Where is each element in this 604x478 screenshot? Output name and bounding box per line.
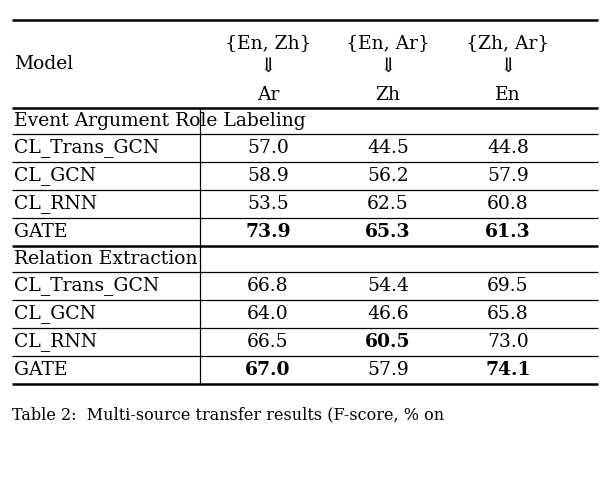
Text: 61.3: 61.3 <box>485 223 531 241</box>
Text: CL_RNN: CL_RNN <box>14 195 97 214</box>
Text: 44.8: 44.8 <box>487 139 529 157</box>
Text: CL_RNN: CL_RNN <box>14 333 97 351</box>
Text: 57.9: 57.9 <box>367 361 409 379</box>
Text: 46.6: 46.6 <box>367 305 409 323</box>
Text: ⇓: ⇓ <box>260 56 277 76</box>
Text: Table 2:  Multi-source transfer results (F-score, % on: Table 2: Multi-source transfer results (… <box>12 406 444 423</box>
Text: {En, Zh}: {En, Zh} <box>225 34 311 52</box>
Text: 67.0: 67.0 <box>245 361 291 379</box>
Text: Zh: Zh <box>376 86 400 104</box>
Text: ⇓: ⇓ <box>379 56 396 76</box>
Text: 66.8: 66.8 <box>247 277 289 295</box>
Text: GATE: GATE <box>14 223 68 241</box>
Text: 66.5: 66.5 <box>247 333 289 351</box>
Text: En: En <box>495 86 521 104</box>
Text: {Zh, Ar}: {Zh, Ar} <box>466 34 550 52</box>
Text: Ar: Ar <box>257 86 279 104</box>
Text: 65.3: 65.3 <box>365 223 411 241</box>
Text: CL_GCN: CL_GCN <box>14 166 96 185</box>
Text: 60.8: 60.8 <box>487 195 529 213</box>
Text: 60.5: 60.5 <box>365 333 411 351</box>
Text: 57.0: 57.0 <box>247 139 289 157</box>
Text: 64.0: 64.0 <box>247 305 289 323</box>
Text: ⇓: ⇓ <box>500 56 516 76</box>
Text: Event Argument Role Labeling: Event Argument Role Labeling <box>14 112 306 130</box>
Text: 58.9: 58.9 <box>247 167 289 185</box>
Text: 54.4: 54.4 <box>367 277 409 295</box>
Text: 56.2: 56.2 <box>367 167 409 185</box>
Text: CL_GCN: CL_GCN <box>14 304 96 324</box>
Text: {En, Ar}: {En, Ar} <box>346 34 430 52</box>
Text: CL_Trans_GCN: CL_Trans_GCN <box>14 139 159 157</box>
Text: 73.9: 73.9 <box>245 223 291 241</box>
Text: 65.8: 65.8 <box>487 305 529 323</box>
Text: 73.0: 73.0 <box>487 333 529 351</box>
Text: GATE: GATE <box>14 361 68 379</box>
Text: 53.5: 53.5 <box>247 195 289 213</box>
Text: Relation Extraction: Relation Extraction <box>14 250 198 268</box>
Text: 62.5: 62.5 <box>367 195 409 213</box>
Text: Model: Model <box>14 55 73 73</box>
Text: 57.9: 57.9 <box>487 167 529 185</box>
Text: 44.5: 44.5 <box>367 139 409 157</box>
Text: 74.1: 74.1 <box>485 361 531 379</box>
Text: CL_Trans_GCN: CL_Trans_GCN <box>14 277 159 295</box>
Text: 69.5: 69.5 <box>487 277 529 295</box>
